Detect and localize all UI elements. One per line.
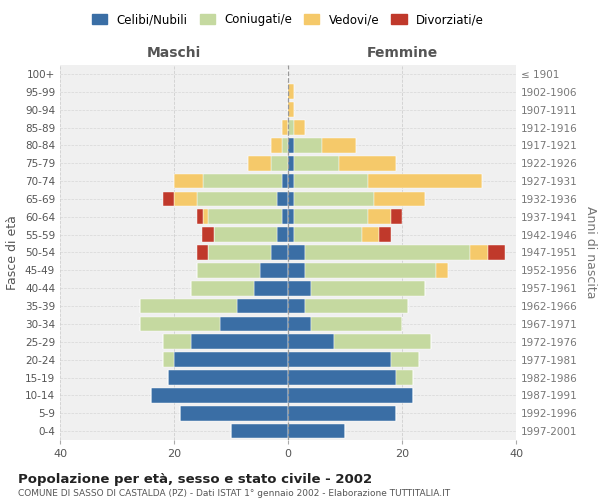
- Legend: Celibi/Nubili, Coniugati/e, Vedovi/e, Divorziati/e: Celibi/Nubili, Coniugati/e, Vedovi/e, Di…: [87, 8, 489, 31]
- Bar: [294, 174, 368, 188]
- Bar: [283, 138, 288, 152]
- Bar: [208, 245, 271, 260]
- Bar: [288, 424, 345, 438]
- Bar: [288, 120, 294, 135]
- Bar: [391, 210, 402, 224]
- Bar: [288, 102, 294, 117]
- Bar: [294, 138, 322, 152]
- Bar: [294, 192, 373, 206]
- Bar: [311, 316, 402, 331]
- Bar: [294, 228, 362, 242]
- Bar: [174, 352, 288, 367]
- Bar: [288, 370, 397, 385]
- Bar: [294, 156, 340, 170]
- Bar: [487, 245, 505, 260]
- Bar: [305, 263, 436, 278]
- Text: COMUNE DI SASSO DI CASTALDA (PZ) - Dati ISTAT 1° gennaio 2002 - Elaborazione TUT: COMUNE DI SASSO DI CASTALDA (PZ) - Dati …: [18, 489, 450, 498]
- Bar: [254, 281, 288, 295]
- Bar: [305, 298, 408, 314]
- Text: Popolazione per età, sesso e stato civile - 2002: Popolazione per età, sesso e stato civil…: [18, 472, 372, 486]
- Bar: [203, 210, 208, 224]
- Bar: [271, 138, 283, 152]
- Bar: [197, 210, 203, 224]
- Bar: [191, 281, 254, 295]
- Bar: [397, 370, 413, 385]
- Bar: [288, 388, 413, 402]
- Bar: [334, 334, 431, 349]
- Bar: [180, 406, 288, 420]
- Bar: [174, 192, 197, 206]
- Bar: [277, 228, 288, 242]
- Bar: [368, 210, 391, 224]
- Bar: [202, 228, 214, 242]
- Y-axis label: Anni di nascita: Anni di nascita: [584, 206, 597, 298]
- Bar: [283, 210, 288, 224]
- Bar: [288, 228, 294, 242]
- Bar: [260, 263, 288, 278]
- Bar: [163, 352, 174, 367]
- Bar: [294, 120, 305, 135]
- Bar: [197, 263, 260, 278]
- Bar: [322, 138, 356, 152]
- Bar: [288, 298, 305, 314]
- Bar: [288, 406, 397, 420]
- Bar: [140, 298, 236, 314]
- Bar: [305, 245, 470, 260]
- Bar: [288, 210, 294, 224]
- Bar: [288, 281, 311, 295]
- Bar: [288, 245, 305, 260]
- Bar: [368, 174, 482, 188]
- Bar: [470, 245, 487, 260]
- Bar: [208, 210, 283, 224]
- Bar: [311, 281, 425, 295]
- Bar: [288, 192, 294, 206]
- Bar: [203, 174, 283, 188]
- Bar: [197, 192, 277, 206]
- Bar: [283, 174, 288, 188]
- Bar: [283, 120, 288, 135]
- Bar: [288, 263, 305, 278]
- Bar: [277, 192, 288, 206]
- Bar: [288, 174, 294, 188]
- Y-axis label: Fasce di età: Fasce di età: [7, 215, 19, 290]
- Bar: [248, 156, 271, 170]
- Bar: [436, 263, 448, 278]
- Bar: [168, 370, 288, 385]
- Bar: [163, 334, 191, 349]
- Bar: [288, 138, 294, 152]
- Bar: [271, 245, 288, 260]
- Bar: [271, 156, 288, 170]
- Bar: [236, 298, 288, 314]
- Bar: [391, 352, 419, 367]
- Bar: [288, 84, 294, 99]
- Bar: [362, 228, 379, 242]
- Bar: [288, 316, 311, 331]
- Text: Maschi: Maschi: [147, 46, 201, 60]
- Bar: [174, 174, 203, 188]
- Bar: [151, 388, 288, 402]
- Bar: [379, 228, 391, 242]
- Bar: [231, 424, 288, 438]
- Bar: [288, 334, 334, 349]
- Bar: [191, 334, 288, 349]
- Bar: [214, 228, 277, 242]
- Text: Femmine: Femmine: [367, 46, 437, 60]
- Bar: [163, 192, 174, 206]
- Bar: [288, 352, 391, 367]
- Bar: [294, 210, 368, 224]
- Bar: [373, 192, 425, 206]
- Bar: [340, 156, 397, 170]
- Bar: [288, 156, 294, 170]
- Bar: [197, 245, 208, 260]
- Bar: [140, 316, 220, 331]
- Bar: [220, 316, 288, 331]
